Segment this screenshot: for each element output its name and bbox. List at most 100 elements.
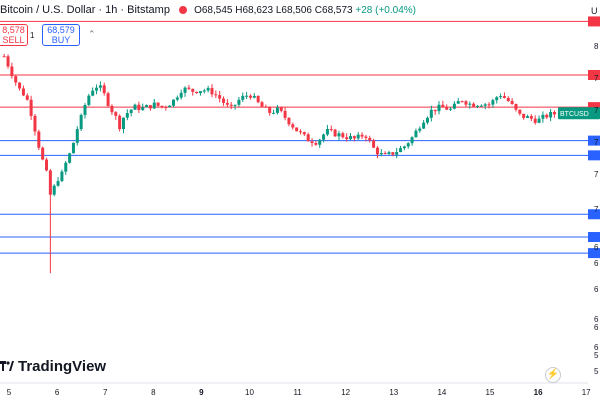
x-tick-label-7: 7 bbox=[103, 388, 108, 397]
level-tag-8 bbox=[588, 248, 600, 259]
y-tick-label-9: 6 bbox=[594, 285, 599, 294]
symbol-title[interactable]: Bitcoin / U.S. Dollar · 1h · Bitstamp bbox=[0, 4, 170, 16]
y-tick-label-4: 7 bbox=[594, 138, 599, 147]
candle-body-12 bbox=[45, 159, 49, 171]
candle-body-112 bbox=[429, 109, 433, 118]
candle-body-16 bbox=[60, 171, 64, 182]
candle-body-3 bbox=[10, 66, 14, 77]
y-tick-label-2: 7 bbox=[594, 74, 599, 83]
candle-body-28 bbox=[106, 93, 110, 106]
candle-body-60 bbox=[229, 104, 233, 106]
candle-body-79 bbox=[302, 132, 306, 135]
high-value: 68,623 bbox=[242, 5, 274, 16]
y-tick-label-11: 6 bbox=[594, 323, 599, 332]
chevron-up-icon[interactable]: ⌃ bbox=[88, 29, 96, 39]
candle-body-58 bbox=[222, 98, 226, 103]
candle-body-132 bbox=[506, 98, 510, 101]
x-tick-label-6: 6 bbox=[55, 388, 60, 397]
close-value: 68,573 bbox=[322, 5, 353, 16]
high-label: H bbox=[235, 5, 243, 16]
candle-body-110 bbox=[422, 122, 426, 129]
spread-value: 1 bbox=[30, 31, 35, 40]
x-tick-label-5: 5 bbox=[7, 388, 12, 397]
candle-body-56 bbox=[214, 94, 218, 96]
price-tag-label: BTCUSD bbox=[560, 111, 589, 118]
candle-body-89 bbox=[341, 133, 345, 138]
candle-body-122 bbox=[468, 103, 472, 105]
candle-body-107 bbox=[410, 137, 414, 144]
candle-body-100 bbox=[383, 153, 387, 155]
candle-body-116 bbox=[445, 106, 449, 110]
candle-body-10 bbox=[37, 131, 41, 148]
level-tag-1 bbox=[588, 16, 600, 27]
candle-body-30 bbox=[114, 112, 118, 116]
candle-body-138 bbox=[529, 116, 533, 119]
candle-body-39 bbox=[148, 105, 152, 109]
ohlc-readout: O68,545 H68,623 L68,506 C68,573 +28 (+0.… bbox=[194, 5, 416, 16]
open-value: 68,545 bbox=[201, 5, 233, 16]
candle-body-92 bbox=[352, 136, 356, 139]
candle-body-17 bbox=[64, 162, 68, 172]
sell-button[interactable]: 8,578 SELL bbox=[0, 24, 28, 46]
candle-body-37 bbox=[141, 107, 145, 111]
candle-body-48 bbox=[183, 87, 187, 93]
candle-body-78 bbox=[298, 131, 302, 133]
candle-body-98 bbox=[375, 147, 379, 155]
candle-body-14 bbox=[52, 185, 56, 195]
candle-body-123 bbox=[472, 103, 476, 107]
candle-body-103 bbox=[395, 152, 399, 155]
tradingview-logo-icon bbox=[0, 360, 14, 371]
candle-body-85 bbox=[325, 129, 329, 135]
candle-body-115 bbox=[441, 104, 445, 107]
candle-body-47 bbox=[179, 92, 183, 98]
candle-body-140 bbox=[537, 118, 541, 123]
buy-label: BUY bbox=[51, 35, 71, 45]
candle-body-105 bbox=[402, 146, 406, 149]
y-tick-label-12: 6 bbox=[594, 343, 599, 352]
lightning-icon[interactable]: ⚡ bbox=[545, 367, 561, 383]
candle-body-38 bbox=[145, 105, 149, 108]
candle-body-32 bbox=[121, 117, 125, 130]
y-tick-label-7: 6 bbox=[594, 243, 599, 252]
candle-body-141 bbox=[541, 114, 545, 119]
candle-body-4 bbox=[14, 76, 18, 83]
candle-body-15 bbox=[56, 181, 60, 186]
sell-price: 8,578 bbox=[2, 25, 25, 35]
candle-body-33 bbox=[125, 113, 129, 118]
candle-body-20 bbox=[75, 129, 79, 143]
candle-body-128 bbox=[491, 100, 495, 105]
level-tag-2 bbox=[588, 69, 600, 80]
candle-body-120 bbox=[460, 101, 464, 103]
candle-body-139 bbox=[533, 118, 537, 123]
candle-body-25 bbox=[95, 87, 99, 91]
candle-body-82 bbox=[314, 143, 318, 145]
candle-body-76 bbox=[291, 124, 295, 128]
chart-header: Bitcoin / U.S. Dollar · 1h · Bitstamp O6… bbox=[0, 4, 416, 16]
candle-body-70 bbox=[268, 107, 272, 113]
buy-button[interactable]: 68,579 BUY bbox=[42, 24, 80, 46]
low-label: L bbox=[275, 5, 282, 16]
candle-body-134 bbox=[514, 103, 518, 110]
candle-body-53 bbox=[202, 90, 206, 92]
level-tag-6 bbox=[588, 209, 600, 220]
x-tick-label-16: 16 bbox=[534, 388, 543, 397]
candle-body-83 bbox=[318, 139, 322, 145]
candle-body-65 bbox=[248, 95, 252, 98]
candle-body-36 bbox=[137, 104, 141, 111]
candle-body-66 bbox=[252, 95, 256, 98]
candle-body-46 bbox=[175, 97, 179, 100]
x-tick-label-13: 13 bbox=[389, 388, 398, 397]
candle-body-143 bbox=[549, 111, 553, 118]
candle-body-113 bbox=[433, 109, 437, 112]
x-tick-label-9: 9 bbox=[199, 388, 204, 397]
level-tag-3 bbox=[588, 102, 600, 113]
y-tick-label-1: 8 bbox=[594, 42, 599, 51]
candle-body-84 bbox=[322, 134, 326, 140]
tradingview-logo[interactable]: TradingView bbox=[0, 358, 106, 375]
candle-body-111 bbox=[425, 117, 429, 123]
candle-body-63 bbox=[241, 95, 245, 100]
y-tick-label-13: 5 bbox=[594, 351, 599, 360]
candle-body-117 bbox=[449, 108, 453, 110]
